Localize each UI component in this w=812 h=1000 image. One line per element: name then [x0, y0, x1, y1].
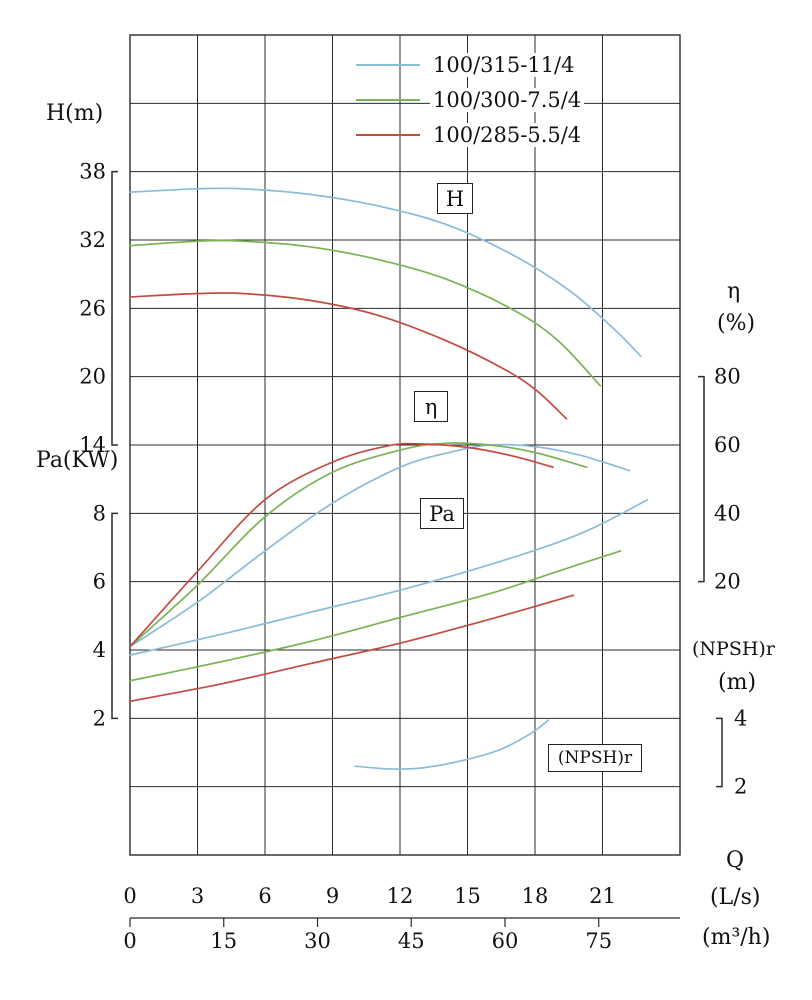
h-tick-label: 38 — [79, 160, 106, 184]
ls-tick-label: 15 — [454, 884, 481, 908]
eta-tick-label: 20 — [714, 570, 741, 594]
curve-label-npsh-box: (NPSH)r — [548, 744, 642, 772]
curve-H-100-285 — [129, 292, 568, 420]
npsh-tick-label: 2 — [734, 775, 747, 799]
pa-axis-bracket — [111, 512, 118, 720]
legend-item: 100/300-7.5/4 — [356, 82, 585, 117]
eta-tick-label: 60 — [714, 433, 741, 457]
curve-label-eta-box: η — [414, 391, 448, 422]
curve-label-pa-box: Pa — [420, 498, 464, 529]
legend-swatch — [356, 133, 420, 136]
curve-H-100-300 — [129, 239, 602, 387]
q-axis-title: Q — [726, 848, 745, 873]
legend-label: 100/315-11/4 — [430, 52, 578, 77]
curve-Pa-100-300 — [129, 550, 622, 682]
curve-Pa-100-285 — [129, 594, 575, 703]
pa-tick-label: 6 — [93, 570, 106, 594]
curve-Pa-100-315 — [129, 498, 649, 656]
npsh-axis-bracket — [716, 717, 723, 788]
q-axis-unit-m3h: (m³/h) — [702, 925, 771, 950]
legend-swatch — [356, 98, 420, 101]
ls-tick-label: 21 — [589, 884, 616, 908]
pa-tick-label: 4 — [93, 638, 106, 662]
ls-tick-label: 18 — [522, 884, 549, 908]
curve-H-100-315 — [129, 187, 642, 358]
legend-label: 100/285-5.5/4 — [430, 122, 585, 147]
h-tick-label: 20 — [79, 365, 106, 389]
legend: 100/315-11/4 100/300-7.5/4 100/285-5.5/4 — [356, 47, 585, 152]
q-axis-unit-ls: (L/s) — [710, 885, 761, 910]
m3h-tick-label: 45 — [398, 929, 425, 953]
pa-tick-label: 8 — [93, 501, 106, 525]
curve-npsh-100-315 — [354, 719, 550, 770]
curve-eta-100-285 — [129, 442, 554, 648]
legend-label: 100/300-7.5/4 — [430, 87, 585, 112]
h-tick-label: 32 — [79, 228, 106, 252]
eta-axis-title: η — [727, 279, 741, 304]
ls-tick-label: 6 — [258, 884, 271, 908]
m3h-tick-label: 15 — [210, 929, 237, 953]
eta-tick-label: 80 — [714, 365, 741, 389]
h-axis-title: H(m) — [46, 101, 104, 126]
pa-axis-title: Pa(KW) — [36, 448, 119, 473]
curve-eta-100-300 — [129, 442, 588, 648]
h-tick-label: 26 — [79, 296, 106, 320]
eta-axis-bracket — [698, 375, 705, 583]
legend-swatch — [356, 63, 420, 66]
npsh-axis-unit: (m) — [718, 670, 757, 695]
legend-item: 100/285-5.5/4 — [356, 117, 585, 152]
h-tick-label: 14 — [79, 433, 106, 457]
h-axis-bracket — [111, 170, 118, 446]
pa-tick-label: 2 — [93, 706, 106, 730]
eta-tick-label: 40 — [714, 501, 741, 525]
ls-tick-label: 3 — [191, 884, 204, 908]
ls-tick-label: 9 — [326, 884, 339, 908]
curve-label-h-box: H — [437, 183, 473, 214]
curve-eta-100-315 — [129, 443, 631, 648]
m3h-tick-label: 75 — [585, 929, 612, 953]
ls-tick-label: 12 — [387, 884, 414, 908]
m3h-tick-label: 30 — [304, 929, 331, 953]
npsh-axis-title: (NPSH)r — [692, 638, 775, 660]
ls-tick-label: 0 — [123, 884, 136, 908]
m3h-tick-label: 60 — [492, 929, 519, 953]
legend-item: 100/315-11/4 — [356, 47, 584, 82]
npsh-tick-label: 4 — [734, 706, 747, 730]
m3h-tick-label: 0 — [123, 929, 136, 953]
eta-axis-unit: (%) — [717, 311, 756, 336]
plot-border — [129, 34, 681, 856]
